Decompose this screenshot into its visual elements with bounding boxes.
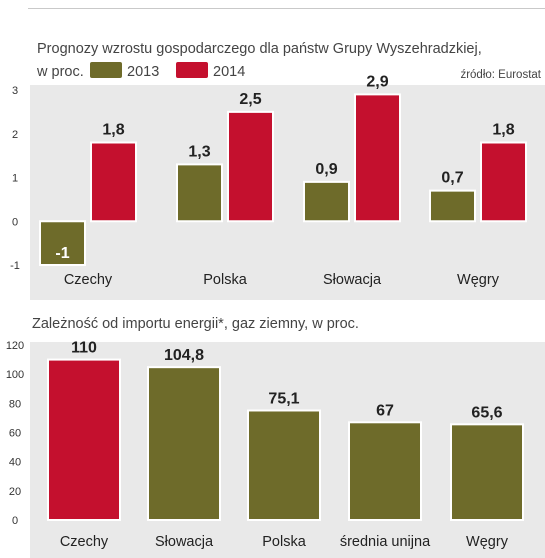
data-label: 2,5 — [239, 91, 261, 108]
chart-subtitle: w proc. — [36, 64, 84, 80]
plot-background — [30, 342, 545, 558]
category-label: Węgry — [457, 272, 500, 288]
y-tick-label: 20 — [9, 486, 21, 498]
category-label: Węgry — [466, 534, 509, 550]
bar-3 — [348, 421, 422, 521]
category-label: Słowacja — [155, 534, 214, 550]
bar-2014-2 — [354, 93, 401, 223]
data-label: 65,6 — [471, 404, 502, 421]
category-label: Polska — [203, 272, 247, 288]
y-tick-label: 0 — [12, 515, 18, 527]
bar-2013-3 — [429, 189, 476, 223]
bar-2014-0 — [90, 141, 137, 223]
source-note: źródło: Eurostat — [460, 69, 541, 81]
bar-4 — [450, 423, 524, 522]
bar-2013-1 — [176, 163, 223, 223]
data-label: 67 — [376, 402, 394, 419]
bar-2 — [247, 409, 321, 521]
bar-0 — [47, 358, 121, 522]
bar-2013-0 — [39, 220, 86, 266]
bar-2014-1 — [227, 110, 274, 223]
top-divider — [28, 8, 545, 9]
y-tick-label: -1 — [10, 260, 20, 272]
data-label: 1,8 — [102, 122, 124, 139]
legend-label-2014: 2014 — [213, 64, 245, 80]
category-label: Czechy — [64, 272, 113, 288]
bar-2014-3 — [480, 141, 527, 223]
growth-forecast-chart: Prognozy wzrostu gospodarczego dla państ… — [10, 41, 545, 300]
y-tick-label: 0 — [12, 216, 18, 228]
data-label: 1,3 — [188, 143, 210, 160]
data-label: 2,9 — [366, 73, 388, 90]
y-tick-label: 80 — [9, 398, 21, 410]
data-label: 0,9 — [315, 161, 337, 178]
data-label: 104,8 — [164, 347, 204, 364]
category-label: średnia unijna — [340, 534, 431, 550]
y-tick-label: 1 — [12, 173, 18, 185]
category-label: Polska — [262, 534, 306, 550]
bar-1 — [147, 366, 221, 521]
legend-swatch-2014 — [176, 62, 208, 78]
y-tick-label: 100 — [6, 369, 24, 381]
y-tick-label: 40 — [9, 457, 21, 469]
data-label: 110 — [71, 340, 97, 357]
data-label: 1,8 — [492, 122, 514, 139]
category-label: Czechy — [60, 534, 109, 550]
legend-swatch-2013 — [90, 62, 122, 78]
y-tick-label: 60 — [9, 428, 21, 440]
bar-2013-2 — [303, 180, 350, 223]
y-tick-label: 3 — [12, 85, 18, 97]
category-label: Słowacja — [323, 272, 382, 288]
chart-title: Prognozy wzrostu gospodarczego dla państ… — [37, 41, 482, 57]
chart-title: Zależność od importu energii*, gaz ziemn… — [32, 316, 359, 332]
y-tick-label: 2 — [12, 129, 18, 141]
y-tick-label: 120 — [6, 340, 24, 352]
data-label: -1 — [55, 245, 69, 262]
legend-label-2013: 2013 — [127, 64, 159, 80]
data-label: 75,1 — [268, 390, 299, 407]
data-label: 0,7 — [441, 170, 463, 187]
